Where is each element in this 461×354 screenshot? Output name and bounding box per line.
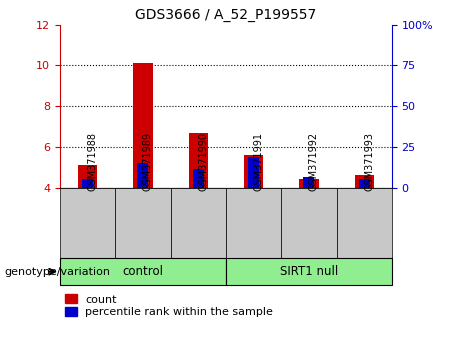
Bar: [281, 188, 337, 258]
Bar: [193, 169, 204, 188]
Legend: count, percentile rank within the sample: count, percentile rank within the sample: [65, 294, 273, 317]
Title: GDS3666 / A_52_P199557: GDS3666 / A_52_P199557: [135, 8, 317, 22]
Text: SIRT1 null: SIRT1 null: [280, 265, 338, 278]
Bar: [133, 63, 153, 188]
Text: GSM371988: GSM371988: [88, 132, 98, 191]
Bar: [78, 165, 97, 188]
Bar: [82, 179, 93, 188]
Text: GSM371993: GSM371993: [364, 132, 374, 191]
Bar: [60, 258, 226, 285]
Bar: [171, 188, 226, 258]
Text: control: control: [123, 265, 163, 278]
Text: GSM371992: GSM371992: [309, 132, 319, 191]
Bar: [303, 177, 314, 188]
Bar: [299, 179, 319, 188]
Text: GSM371989: GSM371989: [143, 132, 153, 191]
Text: GSM371991: GSM371991: [254, 132, 264, 191]
Bar: [226, 258, 392, 285]
Bar: [115, 188, 171, 258]
Bar: [137, 163, 148, 188]
Bar: [337, 188, 392, 258]
Bar: [189, 133, 208, 188]
Bar: [359, 179, 370, 188]
Bar: [244, 155, 263, 188]
Bar: [248, 157, 259, 188]
Bar: [355, 176, 374, 188]
Bar: [226, 188, 281, 258]
Text: genotype/variation: genotype/variation: [5, 267, 111, 277]
Bar: [60, 188, 115, 258]
Text: GSM371990: GSM371990: [198, 132, 208, 191]
